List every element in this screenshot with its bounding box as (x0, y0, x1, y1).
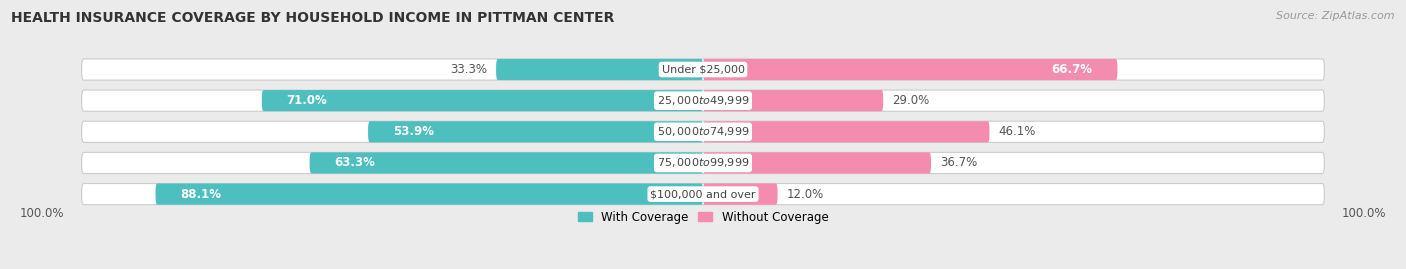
Text: 36.7%: 36.7% (941, 157, 977, 169)
Text: 66.7%: 66.7% (1052, 63, 1092, 76)
Text: 100.0%: 100.0% (1343, 207, 1386, 220)
Legend: With Coverage, Without Coverage: With Coverage, Without Coverage (578, 211, 828, 224)
Text: Under $25,000: Under $25,000 (661, 65, 745, 75)
FancyBboxPatch shape (309, 152, 703, 174)
FancyBboxPatch shape (703, 59, 1118, 80)
Text: 12.0%: 12.0% (787, 187, 824, 201)
FancyBboxPatch shape (82, 90, 1324, 111)
Text: 33.3%: 33.3% (450, 63, 486, 76)
Text: $50,000 to $74,999: $50,000 to $74,999 (657, 125, 749, 138)
Text: 46.1%: 46.1% (998, 125, 1036, 138)
FancyBboxPatch shape (82, 152, 1324, 174)
Text: 71.0%: 71.0% (287, 94, 328, 107)
Text: $75,000 to $99,999: $75,000 to $99,999 (657, 157, 749, 169)
FancyBboxPatch shape (82, 59, 1324, 80)
FancyBboxPatch shape (82, 183, 1324, 205)
Text: $25,000 to $49,999: $25,000 to $49,999 (657, 94, 749, 107)
FancyBboxPatch shape (703, 152, 931, 174)
FancyBboxPatch shape (703, 121, 990, 142)
FancyBboxPatch shape (368, 121, 703, 142)
Text: 29.0%: 29.0% (893, 94, 929, 107)
FancyBboxPatch shape (262, 90, 703, 111)
Text: $100,000 and over: $100,000 and over (650, 189, 756, 199)
FancyBboxPatch shape (156, 183, 703, 205)
Text: HEALTH INSURANCE COVERAGE BY HOUSEHOLD INCOME IN PITTMAN CENTER: HEALTH INSURANCE COVERAGE BY HOUSEHOLD I… (11, 11, 614, 25)
Text: 53.9%: 53.9% (392, 125, 434, 138)
FancyBboxPatch shape (703, 90, 883, 111)
Text: 88.1%: 88.1% (180, 187, 221, 201)
Text: 100.0%: 100.0% (20, 207, 63, 220)
Text: Source: ZipAtlas.com: Source: ZipAtlas.com (1277, 11, 1395, 21)
Text: 63.3%: 63.3% (335, 157, 375, 169)
FancyBboxPatch shape (496, 59, 703, 80)
FancyBboxPatch shape (703, 183, 778, 205)
FancyBboxPatch shape (82, 121, 1324, 142)
